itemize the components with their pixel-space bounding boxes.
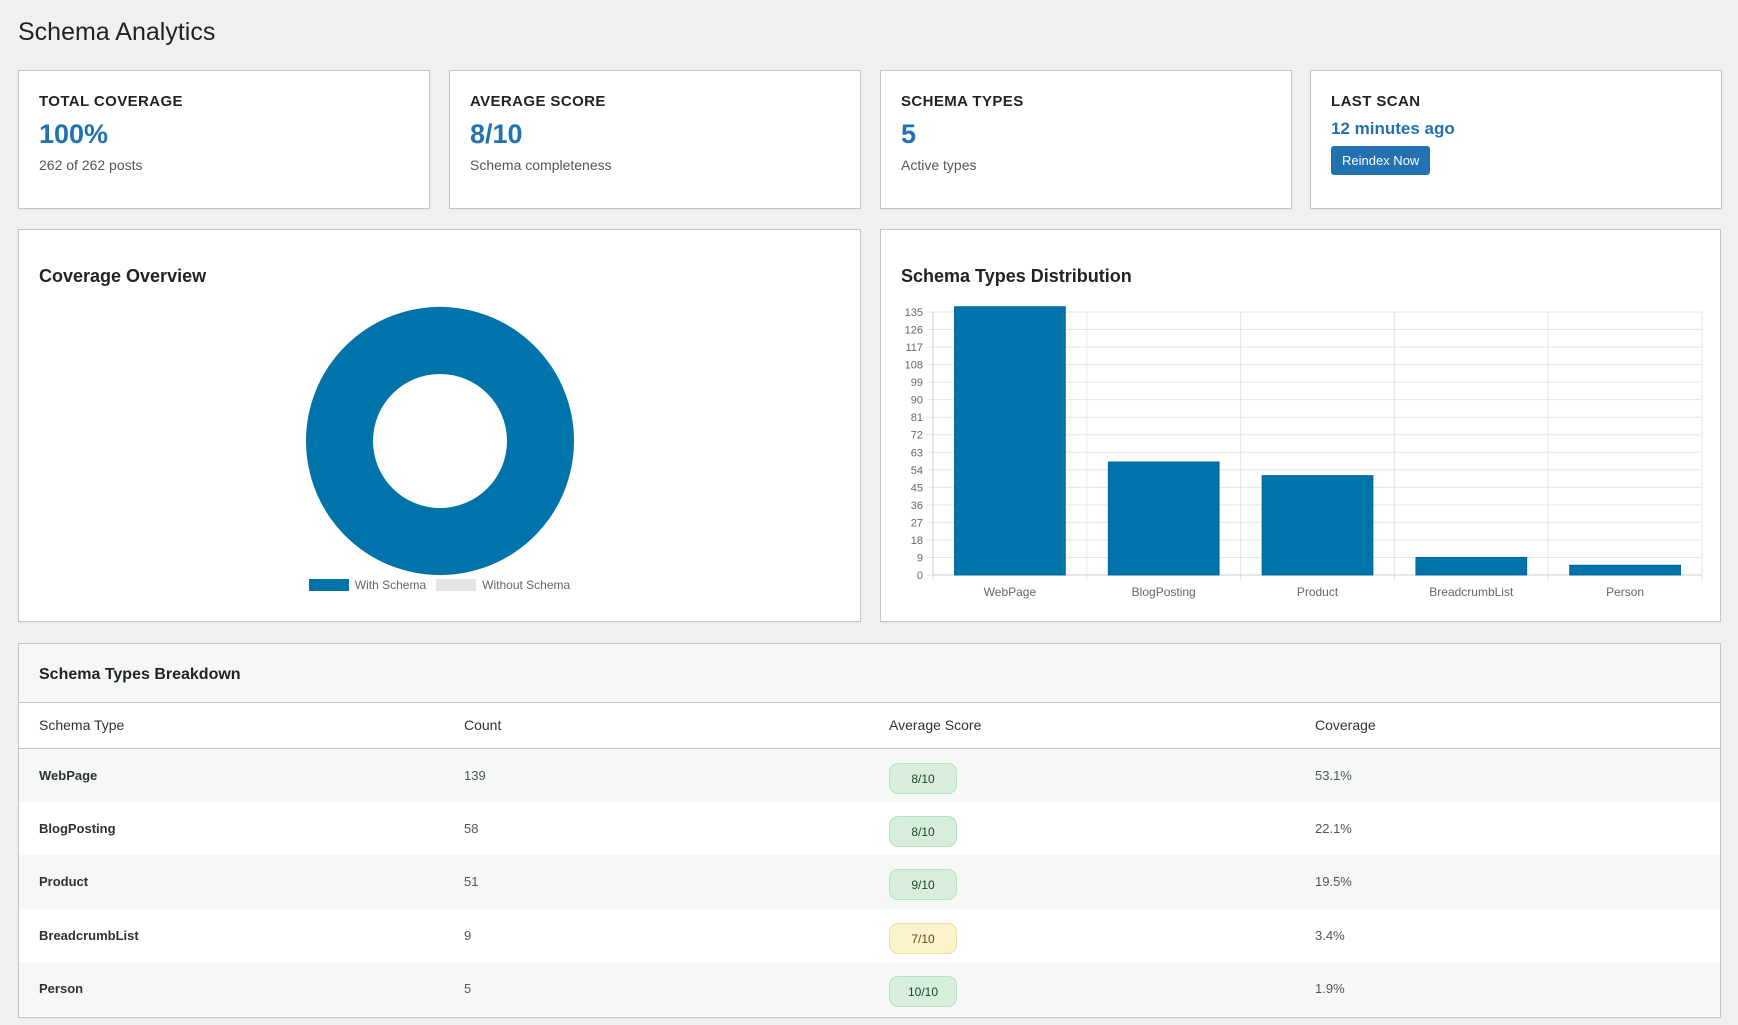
- cell-count: 58: [464, 820, 479, 836]
- last-scan-label: LAST SCAN: [1331, 93, 1421, 110]
- cell-coverage: 53.1%: [1315, 767, 1352, 783]
- score-badge: 8/10: [889, 762, 957, 794]
- cell-coverage: 22.1%: [1315, 820, 1352, 836]
- total-coverage-card: TOTAL COVERAGE 100% 262 of 262 posts: [18, 70, 430, 209]
- bar-blogposting[interactable]: [1107, 461, 1220, 576]
- breakdown-title: Schema Types Breakdown: [39, 666, 241, 683]
- y-tick-label: 81: [911, 412, 923, 424]
- bar-webpage[interactable]: [954, 306, 1066, 576]
- y-tick-label: 99: [911, 377, 923, 389]
- reindex-now-button[interactable]: Reindex Now: [1331, 146, 1431, 175]
- cell-score: 8/10: [869, 748, 1295, 802]
- y-tick-label: 135: [905, 307, 923, 319]
- bar-breadcrumblist[interactable]: [1415, 556, 1528, 576]
- score-badge: 10/10: [889, 976, 957, 1008]
- cell-score: 9/10: [869, 855, 1295, 909]
- breakdown-table: Schema Type Count Average Score Coverage…: [19, 703, 1720, 1016]
- y-tick-label: 72: [911, 430, 923, 442]
- column-header-count: Count: [444, 703, 869, 749]
- table-row: BreadcrumbList 9 7/10 3.4%: [19, 909, 1720, 963]
- cell-schema-type: Person: [39, 981, 84, 997]
- cell-count: 139: [464, 767, 486, 783]
- schema-breakdown-panel: Schema Types Breakdown Schema Type Count…: [18, 643, 1721, 1018]
- x-tick-label: BreadcrumbList: [1429, 585, 1514, 599]
- cell-score: 10/10: [869, 962, 1295, 1016]
- cell-coverage: 1.9%: [1315, 981, 1345, 997]
- column-header-coverage: Coverage: [1295, 703, 1720, 749]
- table-row: Person 5 10/10 1.9%: [19, 962, 1720, 1016]
- cell-count: 9: [464, 927, 472, 943]
- cell-coverage: 19.5%: [1315, 874, 1352, 890]
- schema-types-sub: Active types: [901, 157, 977, 173]
- schema-distribution-bar-chart: 0 9 18 27 36 45 54 63 72 81 90 99 108 117 126 135 WebPag…: [905, 306, 1703, 599]
- legend-label-without-schema: Without Schema: [482, 578, 571, 592]
- x-tick-label: WebPage: [984, 585, 1037, 599]
- coverage-overview-panel: Coverage Overview With Schema Without Sc…: [18, 229, 861, 622]
- table-row: WebPage 139 8/10 53.1%: [19, 748, 1720, 802]
- y-tick-label: 9: [917, 552, 923, 564]
- last-scan-card: LAST SCAN 12 minutes ago Reindex Now: [1310, 70, 1722, 209]
- y-tick-label: 18: [911, 535, 923, 547]
- x-tick-label: Product: [1297, 585, 1339, 599]
- cell-schema-type: Product: [39, 874, 89, 890]
- table-header-row: Schema Type Count Average Score Coverage: [19, 703, 1720, 749]
- last-scan-value: 12 minutes ago: [1331, 119, 1455, 138]
- coverage-donut-chart: [306, 306, 574, 576]
- total-coverage-label: TOTAL COVERAGE: [39, 93, 183, 110]
- coverage-overview-title: Coverage Overview: [39, 266, 207, 286]
- schema-types-label: SCHEMA TYPES: [901, 93, 1024, 110]
- y-tick-label: 45: [911, 482, 923, 494]
- donut-slice-with-schema[interactable]: [306, 306, 574, 576]
- total-coverage-sub: 262 of 262 posts: [39, 157, 143, 173]
- schema-types-value: 5: [901, 119, 917, 149]
- bar-product[interactable]: [1261, 475, 1374, 576]
- y-tick-label: 36: [911, 500, 923, 512]
- breakdown-header: Schema Types Breakdown: [19, 644, 1720, 703]
- cell-schema-type: BlogPosting: [39, 820, 116, 836]
- page-title: Schema Analytics: [18, 18, 216, 46]
- y-tick-label: 63: [911, 447, 923, 459]
- average-score-label: AVERAGE SCORE: [470, 93, 606, 110]
- table-row: Product 51 9/10 19.5%: [19, 855, 1720, 909]
- cell-score: 8/10: [869, 802, 1295, 856]
- schema-distribution-title: Schema Types Distribution: [901, 266, 1132, 286]
- y-tick-label: 0: [917, 570, 923, 582]
- cell-count: 51: [464, 874, 479, 890]
- x-tick-label: BlogPosting: [1132, 585, 1196, 599]
- x-tick-label: Person: [1606, 585, 1644, 599]
- average-score-value: 8/10: [470, 119, 523, 149]
- y-tick-label: 90: [911, 395, 923, 407]
- score-badge: 8/10: [889, 815, 957, 847]
- total-coverage-value: 100%: [39, 119, 109, 149]
- legend-swatch-without-schema: [436, 579, 477, 591]
- cell-schema-type: BreadcrumbList: [39, 927, 139, 943]
- average-score-card: AVERAGE SCORE 8/10 Schema completeness: [449, 70, 861, 209]
- cell-coverage: 3.4%: [1315, 927, 1345, 943]
- schema-distribution-panel: Schema Types Distribution 0 9 18 27 36 45 54 63…: [880, 229, 1721, 622]
- score-badge: 9/10: [889, 869, 957, 901]
- legend-with-schema[interactable]: With Schema: [308, 578, 427, 592]
- legend-without-schema[interactable]: Without Schema: [436, 578, 570, 592]
- y-tick-label: 117: [905, 342, 923, 354]
- coverage-legend: With Schema Without Schema: [19, 578, 860, 592]
- y-tick-label: 108: [905, 360, 923, 372]
- y-tick-label: 27: [911, 517, 923, 529]
- legend-swatch-with-schema: [308, 579, 349, 591]
- y-tick-label: 126: [905, 325, 923, 337]
- table-row: BlogPosting 58 8/10 22.1%: [19, 802, 1720, 856]
- legend-label-with-schema: With Schema: [354, 578, 427, 592]
- score-badge: 7/10: [889, 922, 957, 954]
- cell-schema-type: WebPage: [39, 767, 98, 783]
- column-header-schema-type: Schema Type: [19, 703, 444, 749]
- bar-person[interactable]: [1569, 564, 1681, 576]
- schema-types-card: SCHEMA TYPES 5 Active types: [880, 70, 1292, 209]
- average-score-sub: Schema completeness: [470, 157, 612, 173]
- cell-count: 5: [464, 981, 472, 997]
- column-header-average-score: Average Score: [869, 703, 1295, 749]
- cell-score: 7/10: [869, 909, 1295, 963]
- y-tick-label: 54: [911, 465, 923, 477]
